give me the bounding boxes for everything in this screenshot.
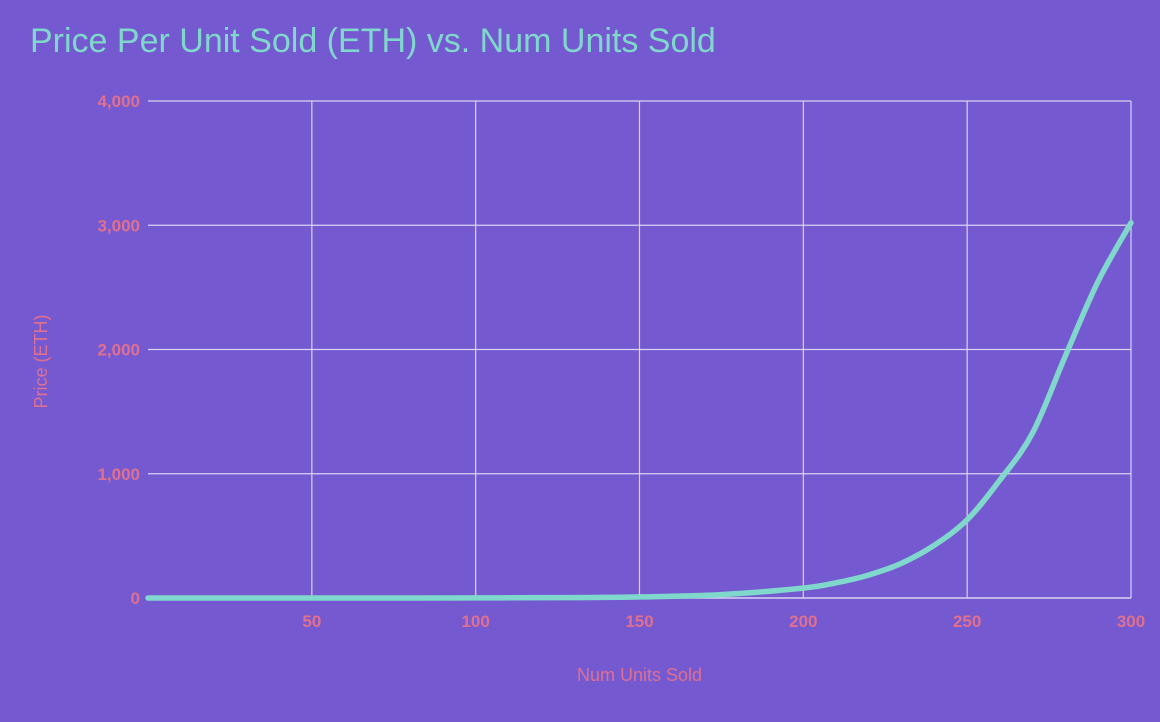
- y-tick-label: 4,000: [97, 92, 140, 111]
- y-tick-label: 0: [131, 589, 140, 608]
- x-tick-label: 200: [789, 612, 817, 631]
- chart-title: Price Per Unit Sold (ETH) vs. Num Units …: [30, 22, 716, 60]
- x-axis-label: Num Units Sold: [577, 665, 702, 685]
- x-tick-label: 300: [1117, 612, 1145, 631]
- x-tick-label: 100: [461, 612, 489, 631]
- y-tick-label: 2,000: [97, 341, 140, 360]
- x-tick-label: 250: [953, 612, 981, 631]
- series-layer: [145, 220, 1134, 601]
- grid-lines: [148, 100, 1132, 599]
- x-tick-label: 50: [302, 612, 321, 631]
- y-axis-label: Price (ETH): [31, 315, 51, 409]
- tick-labels: 0 1,000 2,000 3,000 4,000 50 100 150 200 250 300: [97, 92, 1145, 631]
- y-tick-label: 3,000: [97, 216, 140, 235]
- y-tick-label: 1,000: [97, 465, 140, 484]
- series-line: [145, 220, 1134, 601]
- x-tick-label: 150: [625, 612, 653, 631]
